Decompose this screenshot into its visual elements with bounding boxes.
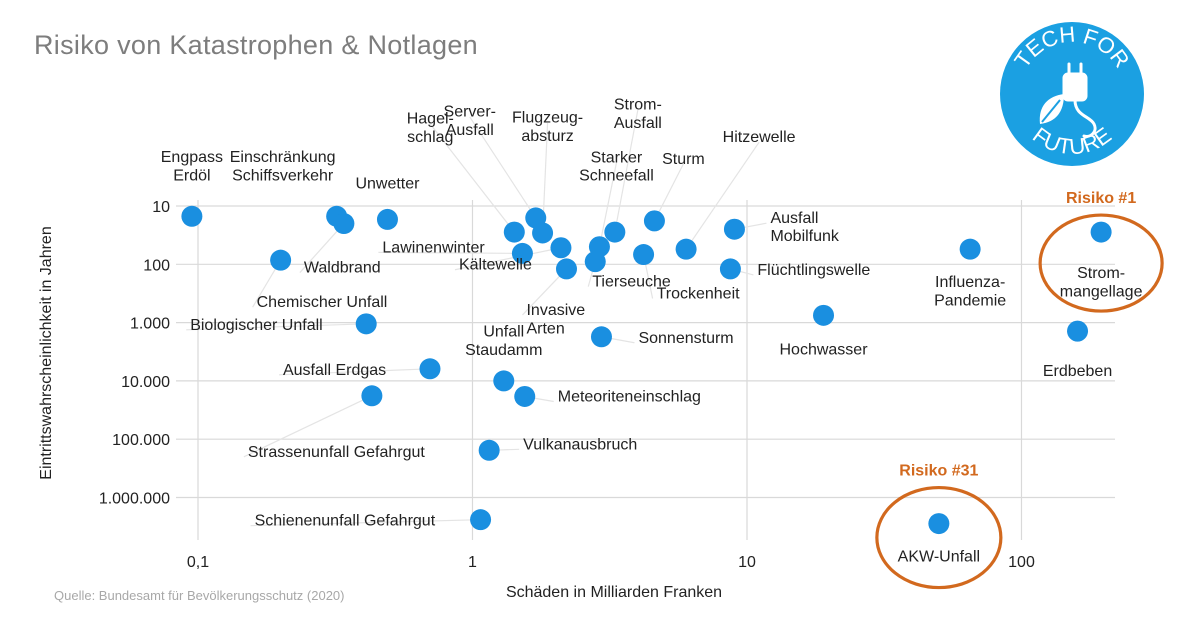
data-point	[675, 238, 697, 260]
x-tick-label: 0,1	[187, 554, 209, 571]
data-point-label: Biologischer Unfall	[190, 317, 323, 334]
data-point-label: Vulkanausbruch	[523, 436, 637, 453]
data-point-label: Unwetter	[355, 175, 420, 192]
leaf-icon	[1039, 94, 1064, 124]
label-leader-line	[429, 123, 515, 233]
data-point	[590, 326, 612, 348]
data-point	[333, 213, 355, 235]
data-point	[376, 208, 398, 230]
data-point	[478, 439, 500, 461]
data-point-label: Sturm	[662, 151, 705, 168]
data-point	[719, 258, 741, 280]
highlight-ellipse	[1038, 213, 1164, 313]
label-leader-line	[250, 519, 481, 527]
data-point-label: Ausfall Mobilfunk	[770, 210, 839, 245]
data-point-label: Hitzewelle	[723, 129, 796, 146]
data-point	[813, 304, 835, 326]
label-leader-line	[299, 223, 345, 273]
data-point	[723, 218, 745, 240]
data-point	[555, 258, 577, 280]
label-leader-line	[186, 323, 367, 331]
label-leader-line	[598, 162, 618, 247]
data-point-label: Flugzeug-absturz	[512, 110, 583, 145]
data-point-label: Waldbrand	[304, 260, 381, 277]
label-leader-line	[614, 109, 639, 233]
y-tick-label: 10	[152, 199, 170, 216]
y-tick-label: 100	[143, 257, 170, 274]
y-tick-label: 1.000	[130, 316, 170, 333]
data-point-label: Kältewelle	[459, 257, 532, 274]
data-point	[361, 385, 383, 407]
data-point	[419, 358, 441, 380]
data-point	[550, 237, 572, 259]
label-leader-line	[243, 395, 373, 458]
data-point-label: Einschränkung Schiffsverkehr	[230, 149, 336, 184]
x-tick-label: 1	[468, 554, 477, 571]
data-point-label: Lawinenwinter	[382, 239, 485, 256]
data-point-label: Unfall Staudamm	[465, 324, 542, 359]
data-point-label: Hagel-schlag	[407, 111, 454, 146]
data-point-label: Tierseuche	[592, 274, 671, 291]
data-point-label: Hochwasser	[780, 341, 869, 358]
data-point-label: Strom-Ausfall	[614, 97, 662, 132]
x-axis-title: Schäden in Milliarden Franken	[506, 584, 722, 601]
source-note: Quelle: Bundesamt für Bevölkerungsschutz…	[54, 588, 345, 603]
data-point	[633, 244, 655, 266]
data-point-label: AKW-Unfall	[898, 549, 980, 566]
label-leader-line	[469, 116, 537, 219]
data-point-label: Influenza-Pandemie	[934, 274, 1006, 309]
tech-for-future-logo: TECH FOR FUTURE	[1000, 22, 1144, 166]
y-tick-label: 10.000	[121, 374, 170, 391]
data-point	[928, 513, 950, 535]
plug-icon	[1062, 62, 1097, 138]
data-point-label: Server-Ausfall	[444, 104, 496, 139]
data-point	[493, 370, 515, 392]
data-point	[511, 242, 533, 264]
data-point-label: Sonnensturm	[638, 330, 733, 347]
x-tick-label: 100	[1008, 554, 1035, 571]
data-point	[959, 238, 981, 260]
y-axis-title: Eintrittswahrscheinlichkeit in Jahren	[38, 226, 55, 479]
data-point-label: Erdbeben	[1043, 363, 1112, 380]
y-tick-label: 1.000.000	[99, 491, 170, 508]
data-point-label: Meteoriteneinschlag	[558, 388, 701, 405]
data-point-label: Flüchtlingswelle	[757, 262, 870, 279]
label-leader-line	[278, 368, 431, 376]
data-point	[588, 236, 610, 258]
x-tick-label: 10	[738, 554, 756, 571]
chart-title: Risiko von Katastrophen & Notlagen	[34, 30, 478, 60]
data-point	[355, 313, 377, 335]
label-leader-line	[454, 247, 562, 271]
data-point	[643, 210, 665, 232]
data-point	[1090, 221, 1112, 243]
data-point	[181, 205, 203, 227]
data-point-label: Engpass Erdöl	[161, 149, 223, 184]
data-point-label: Strom-mangellage	[1060, 265, 1143, 300]
data-point	[270, 249, 292, 271]
data-point-label: Starker Schneefall	[579, 149, 654, 184]
data-point	[532, 222, 554, 244]
label-leader-line	[685, 141, 760, 250]
data-point	[1067, 320, 1089, 342]
highlight-label: Risiko #1	[1066, 190, 1136, 207]
highlight-label: Risiko #31	[899, 463, 978, 480]
data-point-label: Ausfall Erdgas	[283, 362, 386, 379]
y-tick-label: 100.000	[112, 432, 170, 449]
label-leader-line	[378, 251, 523, 254]
data-point	[470, 509, 492, 531]
data-point-label: Schienenunfall Gefahrgut	[255, 513, 436, 530]
data-point-label: Trockenheit	[657, 286, 741, 303]
label-leader-line	[653, 163, 684, 222]
data-point	[604, 221, 626, 243]
data-point-label: Chemischer Unfall	[257, 294, 388, 311]
label-leader-line	[522, 268, 567, 316]
data-point	[514, 385, 536, 407]
highlight-ellipse	[875, 485, 1003, 590]
data-point-label: Strassenunfall Gefahrgut	[248, 444, 426, 461]
data-point	[503, 221, 525, 243]
data-point-label: Invasive Arten	[526, 302, 585, 337]
